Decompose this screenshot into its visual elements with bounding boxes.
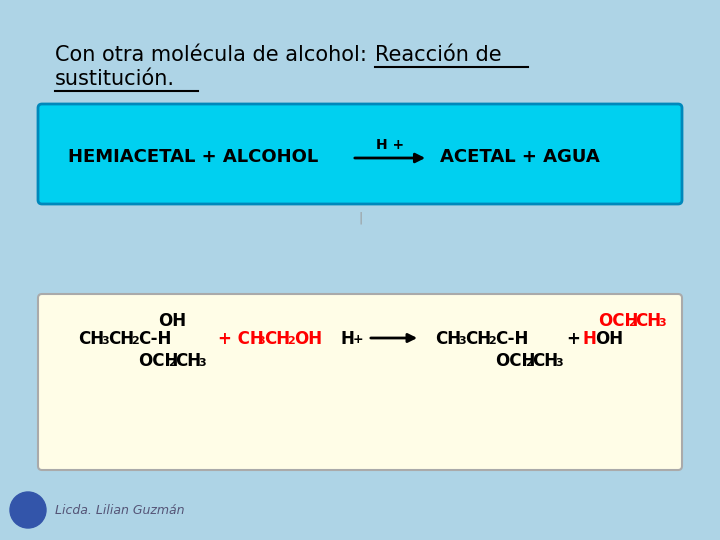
Text: sustitución.: sustitución.: [55, 69, 175, 89]
Text: CH: CH: [175, 352, 201, 370]
Text: 3: 3: [257, 336, 265, 346]
Text: +: +: [566, 330, 580, 348]
Text: 2: 2: [131, 336, 139, 346]
Text: Reacción de: Reacción de: [375, 45, 502, 65]
Text: 2: 2: [168, 358, 176, 368]
Text: Licda. Lilian Guzmán: Licda. Lilian Guzmán: [55, 503, 184, 516]
Text: ACETAL + AGUA: ACETAL + AGUA: [440, 148, 600, 166]
Circle shape: [10, 492, 46, 528]
Text: OH: OH: [294, 330, 322, 348]
Text: C-H: C-H: [495, 330, 528, 348]
Text: CH: CH: [435, 330, 461, 348]
Text: OH: OH: [158, 312, 186, 330]
Text: 3: 3: [198, 358, 206, 368]
Text: 2: 2: [488, 336, 496, 346]
Text: OCH: OCH: [598, 312, 639, 330]
Text: 3: 3: [101, 336, 109, 346]
Text: CH: CH: [78, 330, 104, 348]
Text: Con otra molécula de alcohol:: Con otra molécula de alcohol:: [55, 45, 374, 65]
Text: 2: 2: [525, 358, 533, 368]
Text: OCH: OCH: [495, 352, 536, 370]
Text: 3: 3: [555, 358, 562, 368]
Text: CH: CH: [635, 312, 661, 330]
Text: 2: 2: [628, 318, 636, 328]
Text: CH: CH: [532, 352, 558, 370]
FancyBboxPatch shape: [38, 104, 682, 204]
Text: OCH: OCH: [138, 352, 179, 370]
Text: H +: H +: [376, 138, 404, 152]
Text: C-H: C-H: [138, 330, 171, 348]
Text: HEMIACETAL + ALCOHOL: HEMIACETAL + ALCOHOL: [68, 148, 318, 166]
Text: CH: CH: [465, 330, 491, 348]
Text: + CH: + CH: [218, 330, 264, 348]
Text: CH: CH: [108, 330, 134, 348]
FancyBboxPatch shape: [38, 294, 682, 470]
Text: +: +: [353, 333, 364, 346]
Text: H: H: [582, 330, 596, 348]
Text: H: H: [340, 330, 354, 348]
Text: 3: 3: [658, 318, 665, 328]
Text: 3: 3: [458, 336, 466, 346]
Text: OH: OH: [595, 330, 623, 348]
Text: CH: CH: [264, 330, 290, 348]
Text: |: |: [358, 212, 362, 225]
Text: 2: 2: [287, 336, 294, 346]
